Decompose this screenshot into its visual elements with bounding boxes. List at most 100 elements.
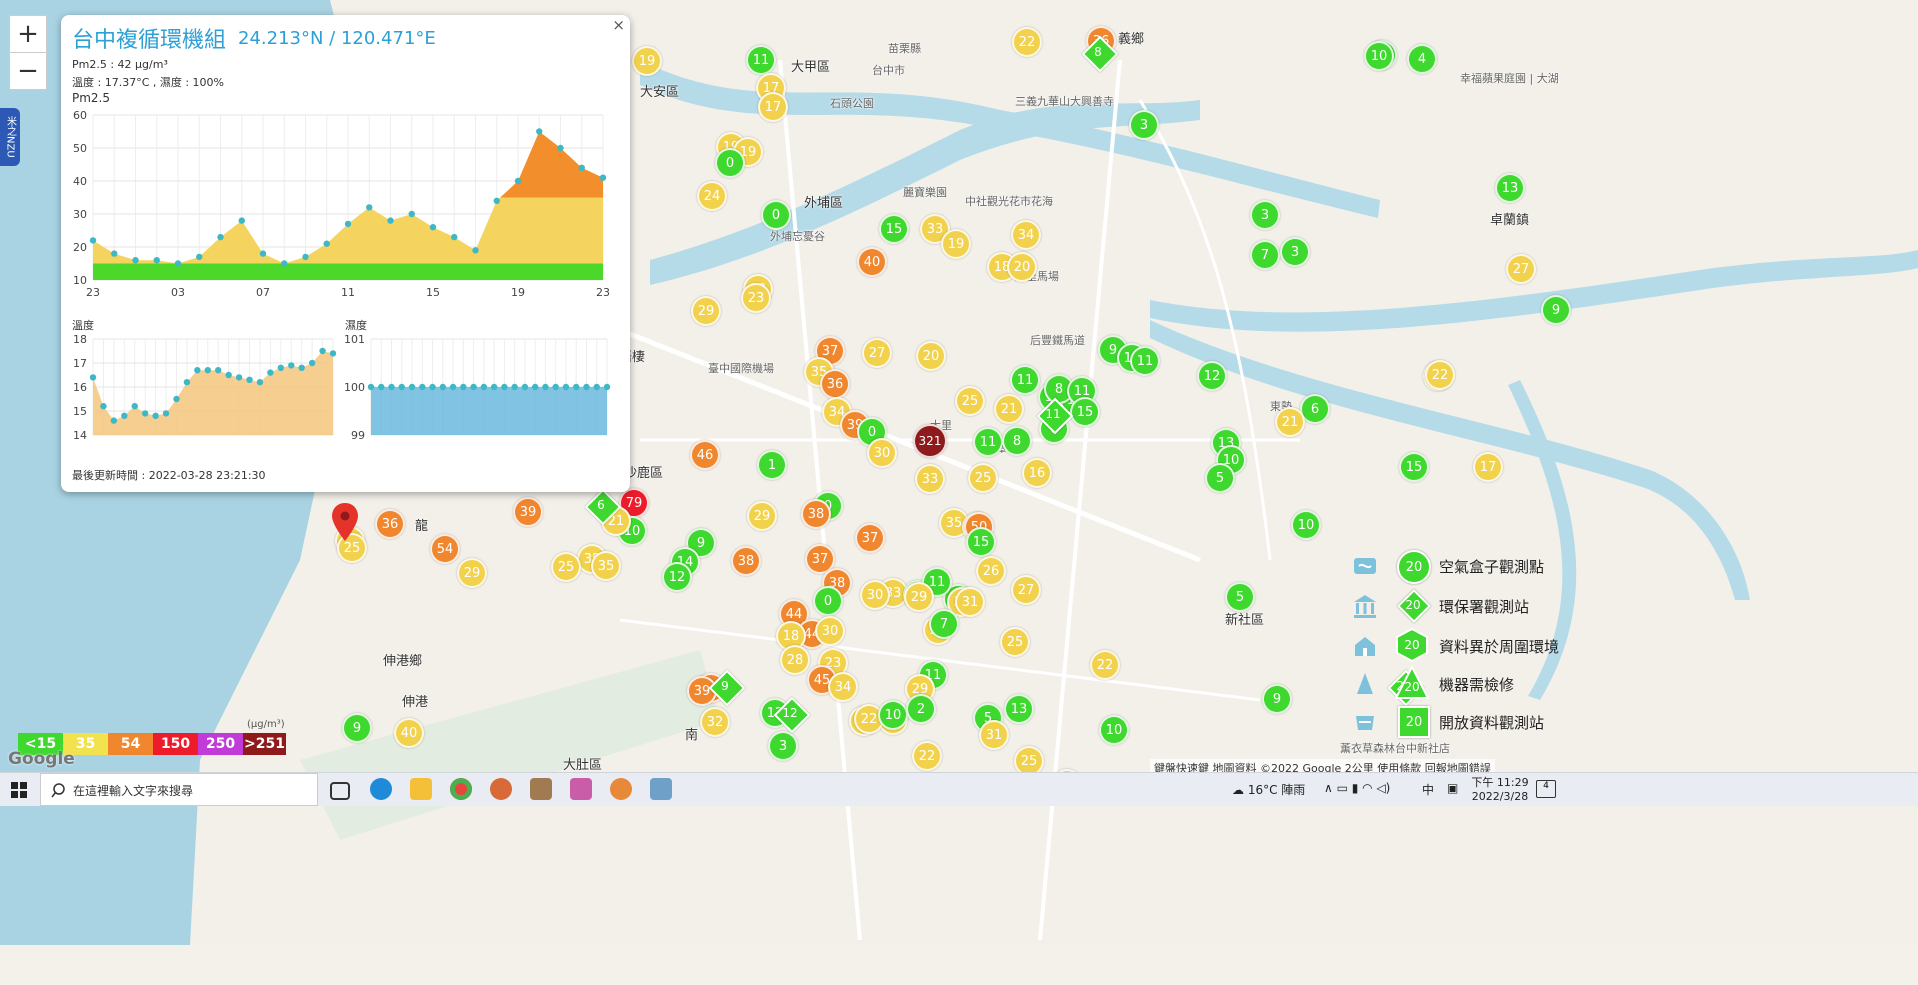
sensor-marker[interactable]: 46 [690, 440, 720, 470]
ime-indicator[interactable]: 中 [1422, 783, 1435, 797]
task-view-icon[interactable] [330, 782, 350, 800]
sensor-marker[interactable]: 29 [904, 582, 934, 612]
sensor-marker[interactable]: 37 [805, 544, 835, 574]
sensor-marker[interactable]: 13 [1495, 173, 1525, 203]
sensor-marker[interactable]: 9 [342, 713, 372, 743]
sensor-marker[interactable]: 36 [820, 369, 850, 399]
sensor-marker[interactable]: 7 [1250, 240, 1280, 270]
sensor-marker[interactable]: 24 [697, 181, 727, 211]
sensor-marker[interactable]: 27 [1011, 575, 1041, 605]
sensor-marker[interactable]: 25 [1014, 746, 1044, 776]
sensor-marker[interactable]: 8 [1002, 426, 1032, 456]
sensor-marker[interactable]: 12 [662, 562, 692, 592]
sensor-marker[interactable]: 35 [939, 508, 969, 538]
sensor-marker[interactable]: 22 [1425, 360, 1455, 390]
sensor-marker[interactable]: 21 [1275, 407, 1305, 437]
sensor-marker[interactable]: 321 [913, 424, 947, 458]
sensor-marker[interactable]: 34 [828, 672, 858, 702]
tray-app-icon[interactable]: ▣ [1447, 781, 1459, 795]
sensor-marker[interactable]: 34 [1011, 220, 1041, 250]
sensor-marker[interactable]: 0 [813, 586, 843, 616]
windows-start-icon[interactable] [11, 782, 27, 798]
sensor-marker[interactable]: 0 [761, 200, 791, 230]
sensor-marker[interactable]: 15 [966, 527, 996, 557]
sensor-marker[interactable]: 11 [1130, 346, 1160, 376]
sensor-marker[interactable]: 30 [860, 580, 890, 610]
sensor-marker[interactable]: 40 [857, 247, 887, 277]
sensor-marker[interactable]: 9 [1262, 684, 1292, 714]
sensor-marker[interactable]: 31 [979, 720, 1009, 750]
sensor-marker[interactable]: 30 [815, 616, 845, 646]
sensor-marker[interactable]: 29 [457, 558, 487, 588]
sensor-marker[interactable]: 16 [1022, 458, 1052, 488]
sensor-marker[interactable]: 54 [430, 534, 460, 564]
weather-status[interactable]: ☁ 16°C 陣雨 [1232, 781, 1305, 798]
sensor-marker[interactable]: 39 [687, 676, 717, 706]
sensor-marker[interactable]: 5 [1205, 463, 1235, 493]
sensor-marker[interactable]: 20 [916, 341, 946, 371]
sensor-marker[interactable]: 9 [1541, 295, 1571, 325]
sensor-marker[interactable]: 15 [879, 214, 909, 244]
sensor-marker[interactable]: 19 [632, 46, 662, 76]
sensor-marker[interactable]: 25 [551, 552, 581, 582]
sensor-marker[interactable]: 10 [1099, 715, 1129, 745]
sensor-marker[interactable]: 2 [906, 694, 936, 724]
sensor-marker[interactable]: 3 [1129, 110, 1159, 140]
taskbar-search-input[interactable]: 在這裡輸入文字來搜尋 [40, 773, 318, 806]
sensor-marker[interactable]: 25 [968, 463, 998, 493]
clock[interactable]: 下午 11:29 2022/3/28 [1470, 774, 1530, 803]
sensor-marker[interactable]: 6 [1300, 394, 1330, 424]
edge-icon[interactable] [370, 778, 392, 800]
sensor-marker[interactable]: 27 [1506, 254, 1536, 284]
sensor-marker[interactable]: 30 [867, 438, 897, 468]
sensor-marker[interactable]: 32 [700, 707, 730, 737]
file-explorer-icon[interactable] [410, 778, 432, 800]
sensor-marker[interactable]: 17 [1473, 452, 1503, 482]
sensor-marker[interactable]: 38 [801, 499, 831, 529]
sensor-marker[interactable]: 10 [1291, 510, 1321, 540]
sensor-marker[interactable]: 7 [929, 609, 959, 639]
sensor-marker[interactable]: 12 [1197, 361, 1227, 391]
sensor-marker[interactable]: 11 [973, 427, 1003, 457]
sensor-marker[interactable]: 25 [337, 533, 367, 563]
app-icon-1[interactable] [490, 778, 512, 800]
sensor-marker[interactable]: 23 [741, 283, 771, 313]
chrome-icon[interactable] [450, 778, 472, 800]
sensor-marker[interactable]: 19 [941, 229, 971, 259]
sensor-marker[interactable]: 20 [1007, 252, 1037, 282]
sensor-marker[interactable]: 4 [1407, 44, 1437, 74]
sensor-marker[interactable]: 22 [1012, 27, 1042, 57]
app-icon-2[interactable] [530, 778, 552, 800]
side-panel-tab[interactable]: 米之NZU [0, 108, 20, 166]
app-icon-5[interactable] [650, 778, 672, 800]
sensor-marker[interactable]: 33 [915, 464, 945, 494]
sensor-marker[interactable]: 37 [855, 523, 885, 553]
sensor-marker[interactable]: 38 [731, 546, 761, 576]
zoom-in-button[interactable]: + [9, 15, 47, 53]
sensor-marker[interactable]: 10 [1364, 41, 1394, 71]
tray-icons[interactable]: ∧ ▭ ▮ ◠ ◁) [1324, 781, 1391, 795]
sensor-marker[interactable]: 35 [591, 551, 621, 581]
sensor-marker[interactable]: 0 [715, 148, 745, 178]
sensor-marker[interactable]: 28 [780, 645, 810, 675]
sensor-marker[interactable]: 17 [758, 92, 788, 122]
location-pin-icon[interactable] [332, 503, 358, 541]
sensor-marker[interactable]: 25 [1000, 627, 1030, 657]
sensor-marker[interactable]: 11 [1010, 365, 1040, 395]
sensor-marker[interactable]: 13 [1004, 694, 1034, 724]
sensor-marker[interactable]: 22 [1090, 650, 1120, 680]
sensor-marker[interactable]: 3 [1280, 237, 1310, 267]
app-icon-4[interactable] [610, 778, 632, 800]
sensor-marker[interactable]: 27 [862, 338, 892, 368]
sensor-marker[interactable]: 39 [513, 497, 543, 527]
close-icon[interactable]: × [612, 16, 625, 34]
sensor-marker[interactable]: 36 [375, 509, 405, 539]
sensor-marker[interactable]: 3 [1250, 200, 1280, 230]
sensor-marker[interactable]: 3 [768, 731, 798, 761]
sensor-marker[interactable]: 15 [1399, 452, 1429, 482]
sensor-marker[interactable]: 15 [1070, 397, 1100, 427]
sensor-marker[interactable]: 29 [747, 501, 777, 531]
notification-button[interactable]: 4 [1536, 780, 1556, 798]
app-icon-3[interactable] [570, 778, 592, 800]
sensor-marker[interactable]: 31 [955, 587, 985, 617]
